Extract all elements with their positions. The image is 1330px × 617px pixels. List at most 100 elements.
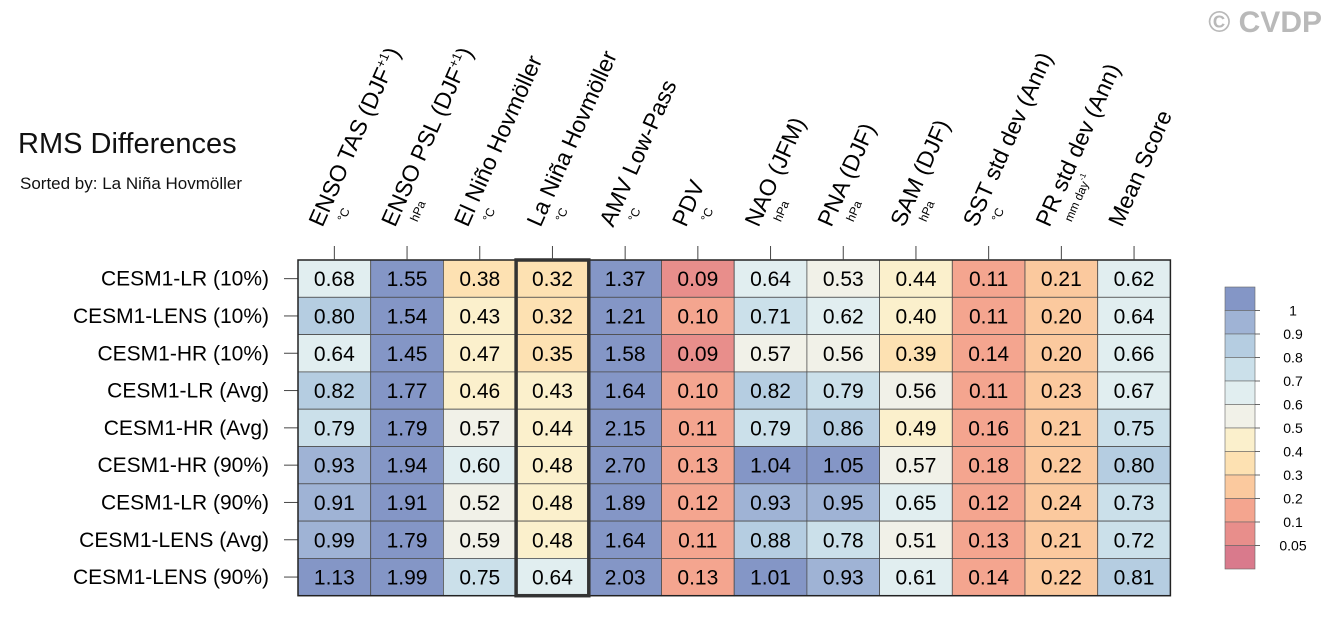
cell-value: 0.10 <box>677 380 718 403</box>
row-label: CESM1-LENS (Avg) <box>79 529 269 552</box>
heatmap-cell <box>951 558 1026 597</box>
heatmap-cell <box>297 446 372 485</box>
heatmap-cell <box>951 408 1026 447</box>
cell-value: 0.64 <box>532 567 573 590</box>
cell-value: 0.53 <box>823 268 864 291</box>
heatmap-cell <box>806 371 881 410</box>
cell-value: 1.64 <box>605 380 646 403</box>
cell-value: 0.11 <box>969 268 1008 291</box>
heatmap-cell <box>297 483 372 522</box>
cell-value: 0.48 <box>532 492 573 515</box>
colorbar-label: 0.8 <box>1283 350 1303 366</box>
colorbar-segment <box>1224 357 1256 382</box>
cell-value: 0.20 <box>1041 343 1082 366</box>
colorbar-segment <box>1224 498 1256 523</box>
cell-value: 0.51 <box>896 529 937 552</box>
cell-value: 0.73 <box>1114 492 1155 515</box>
cell-value: 0.22 <box>1041 567 1082 590</box>
heatmap-cell <box>733 483 808 522</box>
cell-value: 1.77 <box>387 380 428 403</box>
colorbar-label: 0.7 <box>1283 373 1303 389</box>
row-label: CESM1-HR (90%) <box>97 454 269 477</box>
column-header: SAM (DJF)hPa <box>885 116 955 230</box>
heatmap-cell <box>951 483 1026 522</box>
colorbar-label: 0.6 <box>1283 397 1303 413</box>
cell-value: 0.11 <box>969 305 1008 328</box>
cell-value: 0.20 <box>1041 305 1082 328</box>
cell-value: 0.32 <box>532 305 573 328</box>
cell-value: 0.57 <box>459 417 500 440</box>
column-label: Mean Score <box>1103 106 1177 230</box>
cell-value: 1.21 <box>605 305 646 328</box>
cell-value: 0.61 <box>896 567 937 590</box>
heatmap-cell <box>442 483 517 522</box>
cell-value: 0.47 <box>459 343 500 366</box>
heatmap-cell <box>588 483 662 522</box>
heatmap-cell <box>806 446 881 485</box>
heatmap-cell <box>588 296 662 335</box>
heatmap-cell <box>1097 408 1171 447</box>
cell-value: 0.48 <box>532 529 573 552</box>
cell-value: 0.43 <box>459 305 500 328</box>
cell-value: 1.99 <box>387 567 428 590</box>
heatmap-cell <box>515 334 590 373</box>
colorbar-label: 0.3 <box>1283 467 1303 483</box>
cell-value: 0.39 <box>896 343 937 366</box>
heatmap-cell <box>515 408 590 447</box>
heatmap-cell <box>442 334 517 373</box>
column-header: Mean Score <box>1103 106 1177 230</box>
cell-value: 0.57 <box>896 455 937 478</box>
cell-value: 0.13 <box>677 567 718 590</box>
heatmap-cell <box>370 371 444 410</box>
colorbar-segment <box>1224 333 1256 358</box>
heatmap-cell <box>879 483 953 522</box>
heatmap-cell <box>1097 334 1171 373</box>
cell-value: 1.89 <box>605 492 646 515</box>
heatmap-cell <box>370 334 444 373</box>
cell-value: 0.79 <box>750 417 791 440</box>
colorbar-label: 0.2 <box>1283 491 1303 507</box>
cell-value: 0.16 <box>968 417 1009 440</box>
cell-value: 0.14 <box>968 567 1009 590</box>
cell-value: 0.95 <box>823 492 864 515</box>
cell-value: 0.46 <box>459 380 500 403</box>
heatmap-cell <box>806 558 881 597</box>
heatmap-border <box>297 259 1172 597</box>
cell-value: 1.79 <box>387 417 428 440</box>
cell-value: 0.91 <box>314 492 355 515</box>
cell-value: 0.35 <box>532 343 573 366</box>
heatmap-cell <box>370 483 444 522</box>
cell-value: 1.54 <box>387 305 428 328</box>
cell-value: 1.13 <box>314 567 355 590</box>
cell-value: 0.78 <box>823 529 864 552</box>
cell-value: 0.86 <box>823 417 864 440</box>
heatmap-cell <box>515 371 590 410</box>
colorbar-segment <box>1224 545 1256 570</box>
row-label: CESM1-HR (Avg) <box>104 417 269 440</box>
colorbar-segment <box>1224 474 1256 499</box>
heatmap-cell <box>806 483 881 522</box>
column-unit: °C <box>625 205 643 223</box>
colorbar-label: 0.4 <box>1283 444 1303 460</box>
cell-value: 0.13 <box>968 529 1009 552</box>
heatmap-cell <box>1024 259 1099 298</box>
cell-value: 0.75 <box>459 567 500 590</box>
heatmap-cell <box>442 296 517 335</box>
heatmap-cell <box>1024 334 1099 373</box>
cell-value: 0.18 <box>968 455 1009 478</box>
cell-value: 0.09 <box>677 268 718 291</box>
cell-value: 0.64 <box>314 343 355 366</box>
cell-value: 0.44 <box>896 268 937 291</box>
colorbar-label: 0.5 <box>1283 420 1303 436</box>
cell-value: 0.82 <box>750 380 791 403</box>
heatmap-cell <box>1024 520 1099 559</box>
heatmap-cell <box>879 334 953 373</box>
cell-value: 0.56 <box>823 343 864 366</box>
cell-value: 0.66 <box>1114 343 1155 366</box>
cell-value: 1.37 <box>605 268 646 291</box>
cell-value: 0.64 <box>750 268 791 291</box>
heatmap-cell <box>733 446 808 485</box>
cell-value: 0.11 <box>969 380 1008 403</box>
cell-value: 0.24 <box>1041 492 1082 515</box>
cell-value: 0.93 <box>750 492 791 515</box>
